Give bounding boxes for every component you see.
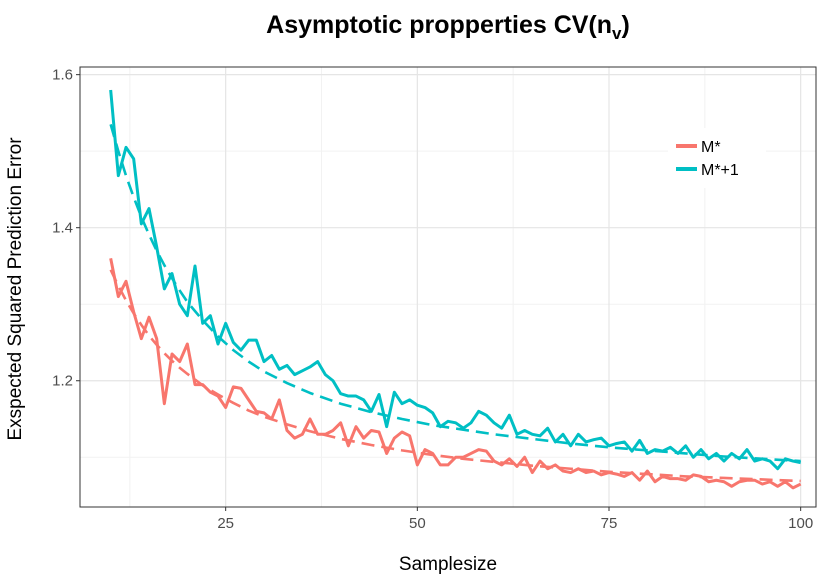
legend-background — [668, 128, 766, 188]
axis-ticks: 25 50 75 100 1.2 1.4 1.6 — [52, 67, 813, 532]
y-tick-label: 1.4 — [52, 220, 73, 237]
chart-title-subscript: v — [612, 24, 622, 43]
plot-panel-border — [79, 66, 817, 508]
series-m-star-plus-1-trend-line — [109, 124, 801, 463]
legend: M* M*+1 — [668, 128, 766, 188]
legend-label-m-star: M* — [701, 139, 721, 156]
series-m-star-line — [109, 258, 802, 490]
chart-title: Asymptotic propperties CV(nv) — [266, 11, 630, 43]
y-tick-label: 1.2 — [52, 373, 73, 390]
series-m-star-plus-1-line — [109, 89, 801, 471]
x-tick-label: 25 — [217, 515, 234, 532]
x-tick-label: 100 — [788, 515, 813, 532]
chart-title-main: Asymptotic propperties CV(n — [266, 11, 612, 39]
chart-title-suffix: ) — [622, 11, 630, 39]
series-layer — [109, 89, 802, 490]
series-m-star-trend-line — [109, 269, 801, 483]
y-axis-title: Exspected Squared Prediction Error — [5, 137, 26, 441]
legend-label-m-star-plus-1: M*+1 — [701, 162, 739, 179]
x-tick-label: 75 — [601, 515, 618, 532]
y-tick-label: 1.6 — [52, 67, 73, 84]
x-axis-title: Samplesize — [399, 554, 497, 575]
x-tick-label: 50 — [409, 515, 426, 532]
